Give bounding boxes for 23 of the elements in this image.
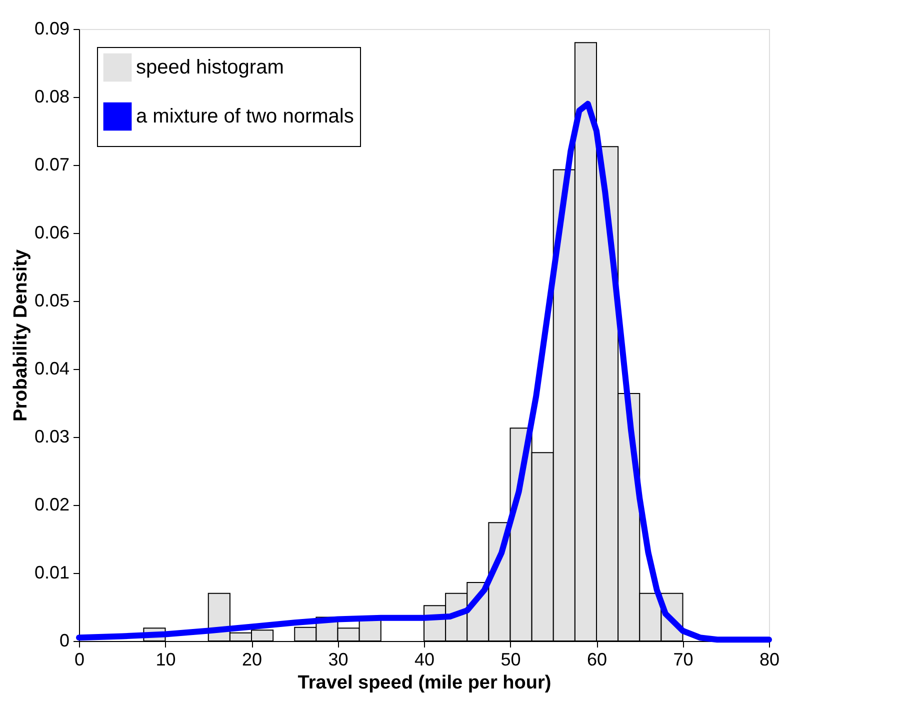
x-tick-label: 80	[759, 650, 780, 670]
y-axis-title: Probability Density	[10, 249, 32, 422]
y-tick-label: 0.07	[34, 154, 70, 174]
y-tick-label: 0.04	[34, 358, 70, 378]
legend-label: a mixture of two normals	[136, 106, 354, 128]
y-tick-label: 0	[59, 630, 70, 650]
x-axis-title: Travel speed (mile per hour)	[298, 672, 552, 694]
x-tick-label: 10	[156, 650, 176, 670]
y-tick-label: 0.08	[34, 86, 70, 106]
x-tick-label: 30	[328, 650, 348, 670]
x-tick-label: 60	[586, 650, 608, 670]
x-tick-label: 70	[673, 650, 694, 670]
y-tick-label: 0.05	[34, 290, 70, 310]
y-tick-label: 0.09	[34, 18, 70, 38]
y-tick-label: 0.02	[34, 494, 70, 514]
y-tick-label: 0.03	[34, 426, 70, 446]
y-tick-label: 0.06	[34, 222, 70, 242]
y-tick-label: 0.01	[34, 562, 70, 582]
x-tick-label: 50	[500, 650, 521, 670]
x-tick-label: 20	[242, 650, 262, 670]
x-tick-label: 0	[74, 650, 85, 670]
x-tick-label: 40	[414, 650, 435, 670]
legend-label: speed histogram	[136, 56, 284, 78]
